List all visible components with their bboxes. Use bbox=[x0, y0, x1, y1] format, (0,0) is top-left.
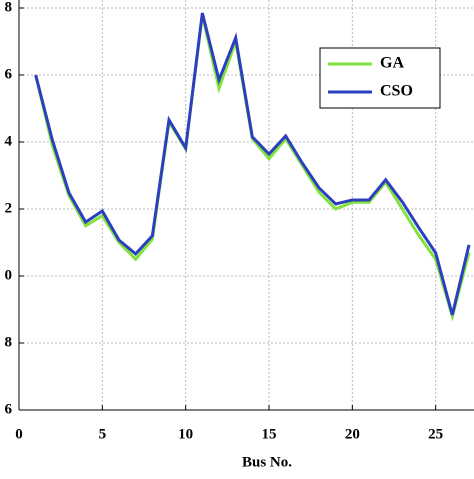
data-line bbox=[34, 12, 471, 316]
y-tick-label: 6 bbox=[5, 401, 13, 417]
legend-label: CSO bbox=[380, 83, 413, 100]
x-tick-label: 0 bbox=[15, 426, 23, 442]
x-tick-label: 25 bbox=[428, 426, 443, 442]
x-tick-label: 5 bbox=[99, 426, 107, 442]
y-tick-label: 2 bbox=[5, 200, 13, 216]
plot-area bbox=[34, 12, 471, 322]
x-tick-label: 20 bbox=[345, 426, 360, 442]
x-tick-label: 15 bbox=[262, 426, 277, 442]
y-tick-label: 0 bbox=[5, 267, 13, 283]
x-tick-label: 10 bbox=[178, 426, 193, 442]
legend-label: GA bbox=[380, 55, 404, 72]
y-tick-label: 6 bbox=[5, 66, 13, 82]
legend-box bbox=[319, 47, 441, 109]
y-tick-label: 8 bbox=[5, 334, 13, 350]
x-axis-label: Bus No. bbox=[242, 454, 292, 470]
y-tick-label: 8 bbox=[5, 0, 13, 15]
y-tick-label: 4 bbox=[5, 133, 13, 149]
